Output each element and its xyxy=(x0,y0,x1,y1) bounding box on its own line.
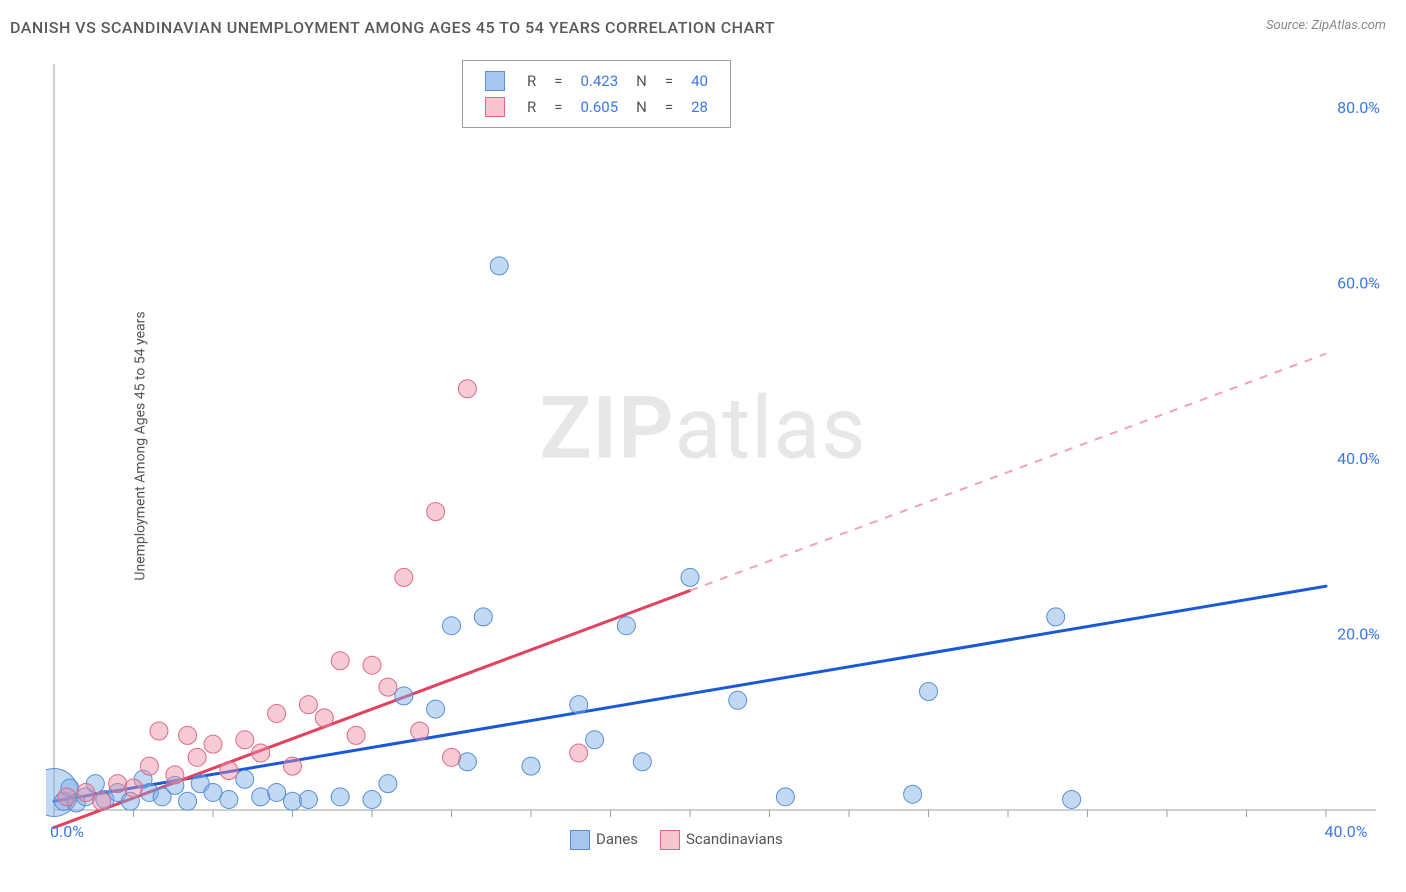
svg-text:80.0%: 80.0% xyxy=(1337,98,1380,117)
legend-n-label: N xyxy=(628,69,655,93)
legend-swatch xyxy=(485,97,505,117)
x-axis-first-tick: 0.0% xyxy=(50,822,84,841)
svg-text:60.0%: 60.0% xyxy=(1337,273,1380,292)
legend-r-label: R xyxy=(519,69,544,93)
legend-series-label: Danes xyxy=(596,830,638,848)
legend-swatch xyxy=(570,830,590,850)
legend-swatch xyxy=(485,71,505,91)
chart-title: DANISH VS SCANDINAVIAN UNEMPLOYMENT AMON… xyxy=(10,18,775,37)
legend-r-label: R xyxy=(519,95,544,119)
legend-r-value: 0.423 xyxy=(572,69,626,93)
svg-text:20.0%: 20.0% xyxy=(1337,624,1380,643)
legend-row: R=0.423N=40 xyxy=(477,69,716,93)
correlation-chart: 20.0% 40.0% 60.0% 80.0% xyxy=(46,56,1386,856)
legend-row: R=0.605N=28 xyxy=(477,95,716,119)
legend-series-label: Scandinavians xyxy=(686,830,783,848)
legend-n-value: 40 xyxy=(683,69,716,93)
source-label: Source: ZipAtlas.com xyxy=(1266,18,1386,33)
legend-n-value: 28 xyxy=(683,95,716,119)
legend-swatch xyxy=(660,830,680,850)
legend-r-value: 0.605 xyxy=(572,95,626,119)
legend-correlation: R=0.423N=40R=0.605N=28 xyxy=(462,60,731,128)
legend-series: Danes Scandinavians xyxy=(548,830,783,850)
svg-text:40.0%: 40.0% xyxy=(1337,449,1380,468)
legend-n-label: N xyxy=(628,95,655,119)
x-axis-last-tick: 40.0% xyxy=(1325,822,1368,841)
